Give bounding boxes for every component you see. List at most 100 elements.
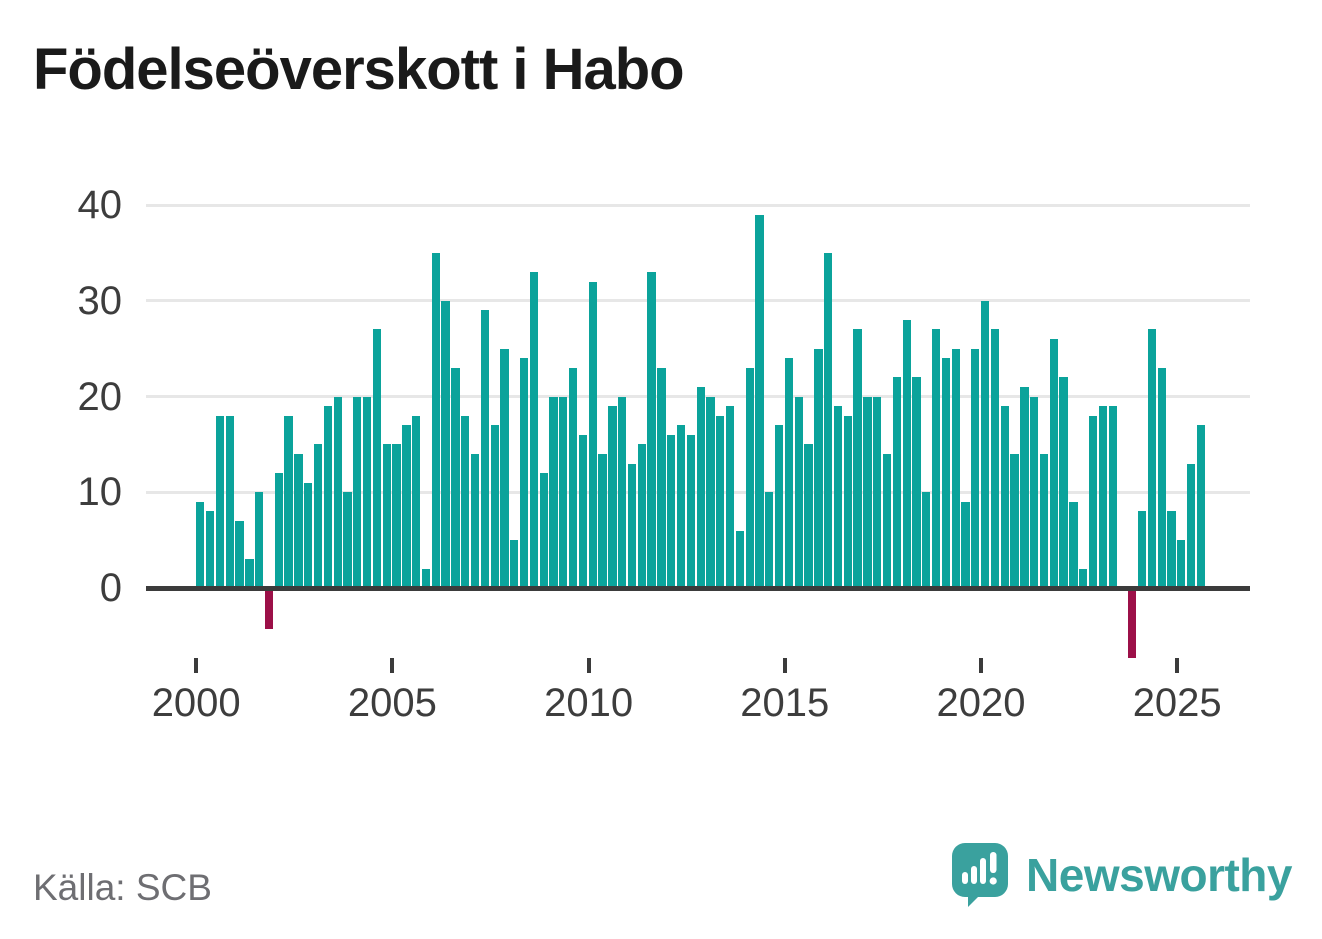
bar xyxy=(206,511,215,588)
bar xyxy=(490,425,499,588)
bar xyxy=(833,406,843,588)
x-axis-tick xyxy=(1175,658,1180,673)
bar xyxy=(618,396,627,588)
source-label: Källa: SCB xyxy=(33,867,212,908)
bar xyxy=(922,492,931,588)
bar xyxy=(431,252,440,588)
bar xyxy=(981,300,990,588)
gridline xyxy=(146,299,1250,303)
bar xyxy=(882,453,892,588)
bar xyxy=(627,463,637,588)
bar xyxy=(362,396,372,588)
bar xyxy=(765,492,774,588)
bar xyxy=(961,501,970,588)
bar xyxy=(971,348,980,588)
y-axis-label: 0 xyxy=(99,566,122,610)
bar xyxy=(215,415,225,588)
newsworthy-icon xyxy=(952,843,1009,907)
bar xyxy=(451,367,460,588)
bar xyxy=(990,329,1000,588)
bar xyxy=(686,434,695,588)
x-axis-tick xyxy=(390,658,395,673)
bar xyxy=(392,444,401,588)
bar xyxy=(941,358,951,588)
y-axis-label: 20 xyxy=(77,374,123,419)
bar xyxy=(294,453,303,588)
bar xyxy=(1177,540,1186,588)
bar xyxy=(951,348,960,588)
bar xyxy=(873,396,882,588)
bar xyxy=(529,272,539,588)
bar xyxy=(1079,568,1088,588)
bar xyxy=(245,559,254,588)
plot-area: 0 10 20 30 40 2000 2005 2010 2015 2020 2025 xyxy=(77,183,1250,725)
bar xyxy=(568,367,578,588)
bar xyxy=(598,453,607,588)
bar xyxy=(500,348,509,588)
bar xyxy=(235,520,244,588)
bar xyxy=(676,425,686,588)
bar xyxy=(1137,511,1147,588)
bar xyxy=(1069,501,1078,588)
bar xyxy=(794,396,803,588)
bar xyxy=(637,444,646,588)
bar xyxy=(461,415,470,588)
bar xyxy=(225,415,234,588)
bar xyxy=(382,444,391,588)
y-axis-label: 40 xyxy=(77,183,123,227)
bar xyxy=(313,444,323,588)
bar xyxy=(1167,511,1176,588)
gridline xyxy=(146,203,1250,207)
bar xyxy=(588,281,597,588)
bar xyxy=(559,396,568,588)
bar-negative xyxy=(264,590,274,629)
bar xyxy=(333,396,342,588)
bar xyxy=(814,348,823,588)
bar xyxy=(284,415,293,588)
bar xyxy=(902,319,911,588)
bar xyxy=(912,377,921,588)
bar xyxy=(745,367,754,588)
bar xyxy=(480,310,489,588)
bar xyxy=(1049,339,1058,588)
bar-negative xyxy=(1128,590,1137,658)
bar xyxy=(706,396,715,588)
bar xyxy=(372,329,382,588)
bar xyxy=(323,406,333,588)
bar xyxy=(539,473,548,588)
bar xyxy=(608,406,617,588)
bar xyxy=(196,501,205,588)
bar xyxy=(1088,415,1098,588)
bar xyxy=(843,415,852,588)
bar xyxy=(441,300,450,588)
y-axis-label: 10 xyxy=(77,470,123,515)
x-axis-label: 2025 xyxy=(1132,681,1222,725)
bar xyxy=(647,272,656,588)
bar xyxy=(1108,406,1117,588)
bar xyxy=(735,530,745,588)
x-axis-label: 2000 xyxy=(151,681,241,725)
bar xyxy=(421,568,431,588)
x-axis-line xyxy=(146,585,1250,591)
bar xyxy=(824,252,833,588)
x-axis-tick xyxy=(782,658,787,673)
x-axis-label: 2015 xyxy=(740,681,830,725)
bar xyxy=(784,358,794,588)
bar xyxy=(304,482,313,588)
x-axis-label: 2010 xyxy=(544,681,634,725)
bar xyxy=(412,415,421,588)
newsworthy-logo: Newsworthy xyxy=(952,843,1292,907)
bar xyxy=(804,444,813,588)
bar xyxy=(1000,406,1009,588)
x-axis-tick xyxy=(979,658,983,673)
bar xyxy=(1039,453,1049,588)
bar xyxy=(1147,329,1157,588)
bar xyxy=(402,425,411,588)
bar xyxy=(657,367,666,588)
bar xyxy=(255,492,264,588)
bar xyxy=(931,329,941,588)
x-axis-tick xyxy=(194,658,199,673)
bar xyxy=(1187,463,1196,588)
bar xyxy=(667,434,676,588)
bar xyxy=(549,396,558,588)
